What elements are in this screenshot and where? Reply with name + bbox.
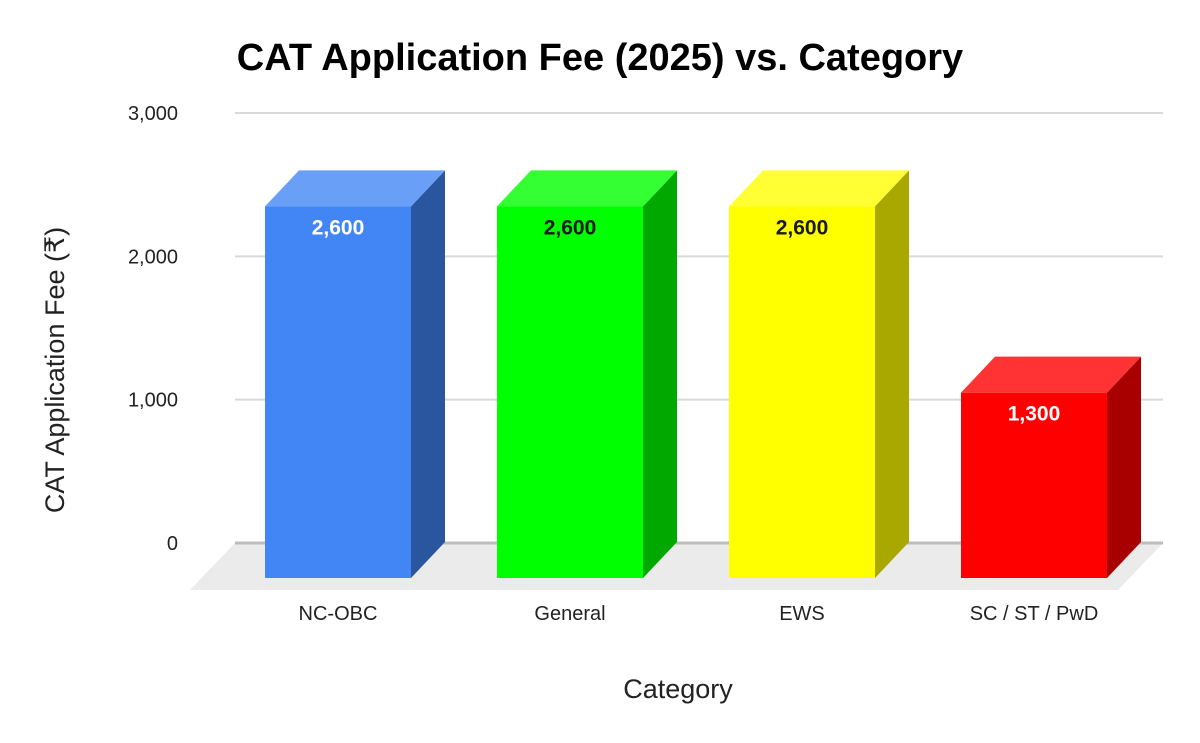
y-tick-label: 1,000: [128, 390, 178, 412]
data-label: 1,300: [1008, 403, 1061, 426]
bar-top: [265, 170, 445, 207]
x-tick-label: NC-OBC: [299, 603, 378, 625]
x-tick-label: EWS: [779, 603, 825, 625]
y-tick-label: 0: [167, 533, 178, 555]
bar-nc-obc: [265, 170, 445, 579]
bars: [265, 170, 1141, 579]
bar-top: [729, 170, 909, 207]
bar-top: [961, 356, 1141, 393]
y-tick-label: 3,000: [128, 103, 178, 125]
x-tick-label: General: [534, 603, 605, 625]
y-axis-ticks: 0 1,000 2,000 3,000: [128, 103, 178, 555]
bar-side: [1107, 356, 1141, 578]
y-tick-label: 2,000: [128, 246, 178, 268]
bar-front: [497, 206, 643, 579]
bar-ews: [729, 170, 909, 579]
x-axis-ticks: NC-OBC General EWS SC / ST / PwD: [299, 603, 1099, 625]
data-label: 2,600: [776, 216, 829, 239]
bar-sc-st-pwd: [961, 356, 1141, 578]
y-axis-title: CAT Application Fee (₹): [40, 227, 70, 513]
data-label: 2,600: [544, 216, 597, 239]
bar-front: [265, 206, 411, 579]
bar-top: [497, 170, 677, 207]
chart-title: CAT Application Fee (2025) vs. Category: [237, 37, 963, 79]
bar-front: [961, 392, 1107, 578]
floor-plane: [190, 543, 1163, 590]
x-tick-label: SC / ST / PwD: [970, 603, 1099, 625]
bar-front: [729, 206, 875, 579]
data-label: 2,600: [312, 216, 365, 239]
data-labels: 2,600 2,600 2,600 1,300: [312, 216, 1061, 425]
bar-side: [411, 170, 445, 579]
x-axis-title: Category: [623, 674, 733, 704]
bar-side: [643, 170, 677, 579]
bar-side: [875, 170, 909, 579]
bar-general: [497, 170, 677, 579]
